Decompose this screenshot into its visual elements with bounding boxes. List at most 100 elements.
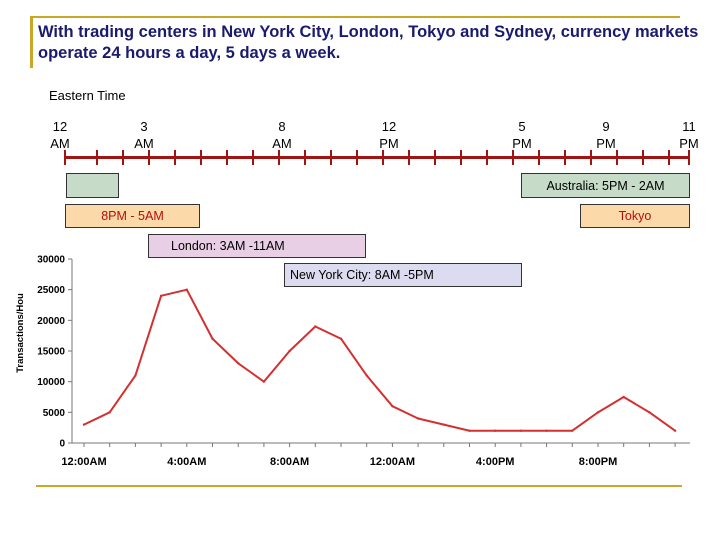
data-point: [185, 288, 188, 291]
timeline-tick-mark: [564, 150, 566, 165]
x-tick-label: 8:00AM: [270, 456, 309, 468]
x-tick-label: 8:00PM: [579, 456, 618, 468]
tick-meridiem: AM: [134, 136, 154, 151]
timeline-tick-12am: 12 AM: [40, 118, 80, 152]
y-tick-label: 20000: [37, 316, 65, 327]
tokyo-session: Tokyo: [580, 204, 690, 228]
data-point: [648, 411, 651, 414]
data-point: [391, 405, 394, 408]
timeline-tick-mark: [382, 150, 384, 165]
y-tick-label: 10000: [37, 377, 65, 388]
series-line: [83, 288, 676, 432]
timeline-tick-mark: [330, 150, 332, 165]
data-point: [571, 429, 574, 432]
y-tick-label: 25000: [37, 285, 65, 296]
timeline-tick-mark: [122, 150, 124, 165]
timeline-tick-mark: [512, 150, 514, 165]
tick-hour: 11: [682, 119, 696, 134]
australia-label: Australia: 5PM - 2AM: [546, 178, 665, 193]
tick-hour: 12: [381, 119, 397, 134]
timeline-tick-mark: [174, 150, 176, 165]
data-point: [339, 337, 343, 340]
timeline-tick-11pm: 11 PM: [669, 118, 709, 152]
tokyo-label: Tokyo: [618, 209, 652, 223]
australia-session: Australia: 5PM - 2AM: [521, 173, 690, 198]
tick-hour: 5: [518, 119, 526, 134]
data-point: [545, 429, 548, 432]
tick-meridiem: PM: [596, 136, 616, 151]
data-point: [673, 429, 677, 432]
x-tick-label: 12:00AM: [370, 456, 415, 468]
data-point: [622, 395, 625, 399]
data-point: [314, 325, 317, 328]
data-point: [442, 423, 445, 426]
tick-hour: 9: [602, 119, 610, 134]
y-tick-label: 30000: [37, 255, 65, 266]
new-york-label: New York City: 8AM -5PM: [290, 268, 434, 282]
timeline-axis: [64, 150, 690, 165]
london-label: London: 3AM -11AM: [171, 239, 285, 253]
y-tick-label: 15000: [37, 347, 65, 358]
timeline-tick-mark: [356, 150, 358, 165]
australia-session-left: [66, 173, 119, 198]
tick-hour: 3: [140, 119, 148, 134]
data-point: [288, 349, 291, 353]
timeline-tick-3am: 3 AM: [124, 118, 164, 152]
title-accent-bar: [30, 16, 33, 68]
x-tick-label: 4:00PM: [476, 456, 515, 468]
timeline-tick-5pm: 5 PM: [502, 118, 542, 152]
timeline-tick-mark: [252, 150, 254, 165]
new-york-session: New York City: 8AM -5PM: [284, 263, 522, 287]
tick-meridiem: PM: [679, 136, 699, 151]
timeline-tick-mark: [538, 150, 540, 165]
timeline-tick-mark: [408, 150, 410, 165]
timeline-tick-mark: [226, 150, 228, 165]
data-point: [468, 429, 471, 432]
tick-meridiem: AM: [272, 136, 292, 151]
title-accent-rule: [30, 16, 680, 18]
tick-hour: 12: [52, 119, 68, 134]
data-point: [262, 380, 266, 383]
timeline-tick-mark: [688, 150, 690, 165]
data-point: [519, 429, 523, 432]
x-tick-label: 12:00AM: [61, 456, 106, 468]
timeline-tick-mark: [434, 150, 436, 165]
timeline-tick-mark: [486, 150, 488, 165]
timeline-tick-mark: [148, 150, 150, 165]
timeline-tick-mark: [590, 150, 592, 165]
x-tick-label: 4:00AM: [167, 456, 206, 468]
timeline-tick-mark: [200, 150, 202, 165]
data-point: [365, 374, 368, 377]
data-point: [416, 417, 420, 420]
data-point: [159, 294, 163, 297]
timeline-tick-9pm: 9 PM: [586, 118, 626, 152]
slide-title: With trading centers in New York City, L…: [38, 23, 699, 62]
data-point: [237, 362, 240, 365]
tokyo-hours-label: 8PM - 5AM: [101, 209, 164, 223]
data-point: [494, 429, 497, 432]
tokyo-session-left: 8PM - 5AM: [65, 204, 200, 228]
timeline-tick-mark: [64, 150, 66, 165]
timeline-tick-12pm: 12 PM: [369, 118, 409, 152]
tick-meridiem: PM: [512, 136, 532, 151]
london-session: London: 3AM -11AM: [148, 234, 366, 258]
tick-meridiem: AM: [50, 136, 70, 151]
timeline-tick-mark: [278, 150, 280, 165]
timeline-tick-mark: [616, 150, 618, 165]
timezone-label: Eastern Time: [49, 88, 126, 103]
data-point: [596, 411, 600, 414]
timeline-tick-8am: 8 AM: [262, 118, 302, 152]
timeline-tick-mark: [304, 150, 306, 165]
bottom-accent-rule: [36, 485, 682, 487]
data-point: [108, 411, 111, 414]
data-point: [134, 374, 137, 377]
y-tick-label: 5000: [43, 408, 66, 419]
timeline-tick-mark: [96, 150, 98, 165]
timeline-tick-mark: [668, 150, 670, 165]
data-point: [82, 423, 86, 426]
timeline-tick-mark: [642, 150, 644, 165]
y-axis-title: Transactions/Hou: [15, 293, 26, 373]
tick-hour: 8: [278, 119, 286, 134]
y-tick-label: 0: [59, 439, 65, 450]
